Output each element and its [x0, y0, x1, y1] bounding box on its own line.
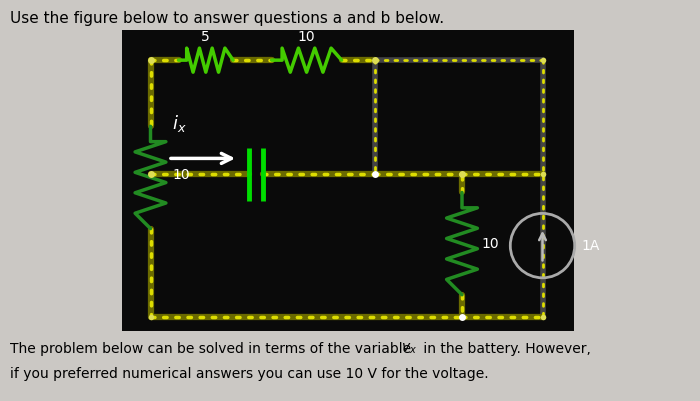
Text: 10: 10	[173, 168, 190, 182]
Text: 5: 5	[202, 30, 210, 44]
Text: 10: 10	[298, 30, 316, 44]
Text: in the battery. However,: in the battery. However,	[419, 342, 591, 356]
Text: if you preferred numerical answers you can use 10 V for the voltage.: if you preferred numerical answers you c…	[10, 367, 489, 381]
Text: 10: 10	[482, 237, 499, 251]
Text: 1A: 1A	[582, 239, 600, 253]
Text: $v_x$: $v_x$	[401, 342, 417, 356]
Text: The problem below can be solved in terms of the variable: The problem below can be solved in terms…	[10, 342, 416, 356]
Text: Use the figure below to answer questions a and b below.: Use the figure below to answer questions…	[10, 11, 444, 26]
Text: $i_x$: $i_x$	[172, 113, 186, 134]
Bar	[122, 30, 574, 331]
